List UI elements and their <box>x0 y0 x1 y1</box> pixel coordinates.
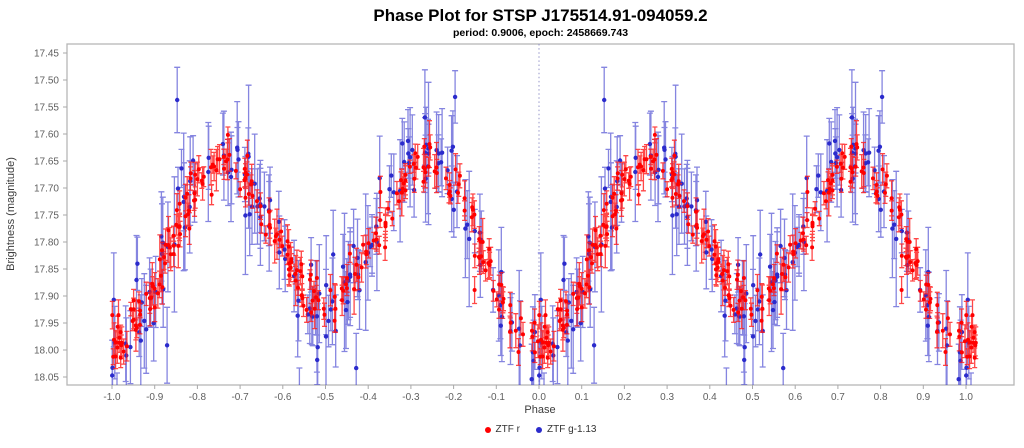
chart-subtitle: period: 0.9006, epoch: 2458669.743 <box>452 27 629 39</box>
x-tick-label: -0.1 <box>488 392 506 403</box>
y-tick-label: 18.00 <box>34 346 59 357</box>
points-ztf-r <box>110 132 978 360</box>
x-tick-label: -0.6 <box>274 392 292 403</box>
x-tick-label: 0.9 <box>916 392 930 403</box>
x-tick-label: 0.5 <box>746 392 760 403</box>
x-tick-label: 0.3 <box>660 392 674 403</box>
y-tick-label: 17.60 <box>34 130 59 141</box>
legend-label-ztf-g: ZTF g-1.13 <box>546 424 597 435</box>
legend-entry-ztf-r: ZTF r <box>484 424 520 435</box>
ztf-r-marker-icon <box>484 426 491 433</box>
x-tick-label: -0.5 <box>317 392 335 403</box>
x-tick-label: 0.6 <box>788 392 802 403</box>
x-tick-label: -0.4 <box>360 392 378 403</box>
error-bars-ztf-g <box>109 66 974 385</box>
x-tick-label: 0.4 <box>703 392 717 403</box>
x-tick-label: 0.8 <box>874 392 888 403</box>
y-tick-label: 17.75 <box>34 211 59 222</box>
data-layer <box>109 66 979 385</box>
x-tick-label: -0.3 <box>402 392 420 403</box>
plot-area: -1.0 -0.9 -0.8 -0.7 -0.6 -0.5 -0.4 -0.3 -0.2 -0.1… <box>34 43 1015 403</box>
legend-label-ztf-r: ZTF r <box>495 424 520 435</box>
x-axis-label: Phase <box>524 404 555 416</box>
x-tick-label: -1.0 <box>103 392 121 403</box>
ztf-g-marker-icon <box>535 426 542 433</box>
x-tick-label: -0.8 <box>189 392 207 403</box>
x-tick-label: 0.1 <box>575 392 589 403</box>
y-tick-label: 17.85 <box>34 265 59 276</box>
y-axis-label: Brightness (magnitude) <box>5 157 17 271</box>
chart-title: Phase Plot for STSP J175514.91-094059.2 <box>373 6 708 25</box>
x-tick-label: -0.2 <box>445 392 463 403</box>
x-tick-label: 0.2 <box>617 392 631 403</box>
legend: ZTF r ZTF g-1.13 <box>67 424 1014 435</box>
legend-entry-ztf-g: ZTF g-1.13 <box>535 424 597 435</box>
x-tick-label: 0.0 <box>532 392 546 403</box>
x-tick-label: -0.7 <box>231 392 249 403</box>
y-tick-label: 17.90 <box>34 292 59 303</box>
x-tick-label: 0.7 <box>831 392 845 403</box>
y-tick-label: 17.45 <box>34 49 59 60</box>
y-tick-label: 17.95 <box>34 319 59 330</box>
y-tick-label: 17.55 <box>34 103 59 114</box>
y-tick-label: 17.70 <box>34 184 59 195</box>
x-tick-label: 1.0 <box>959 392 973 403</box>
y-tick-label: 18.05 <box>34 373 59 384</box>
x-tick-label: -0.9 <box>146 392 164 403</box>
y-tick-label: 17.50 <box>34 76 59 87</box>
y-tick-label: 17.65 <box>34 157 59 168</box>
y-tick-label: 17.80 <box>34 238 59 249</box>
